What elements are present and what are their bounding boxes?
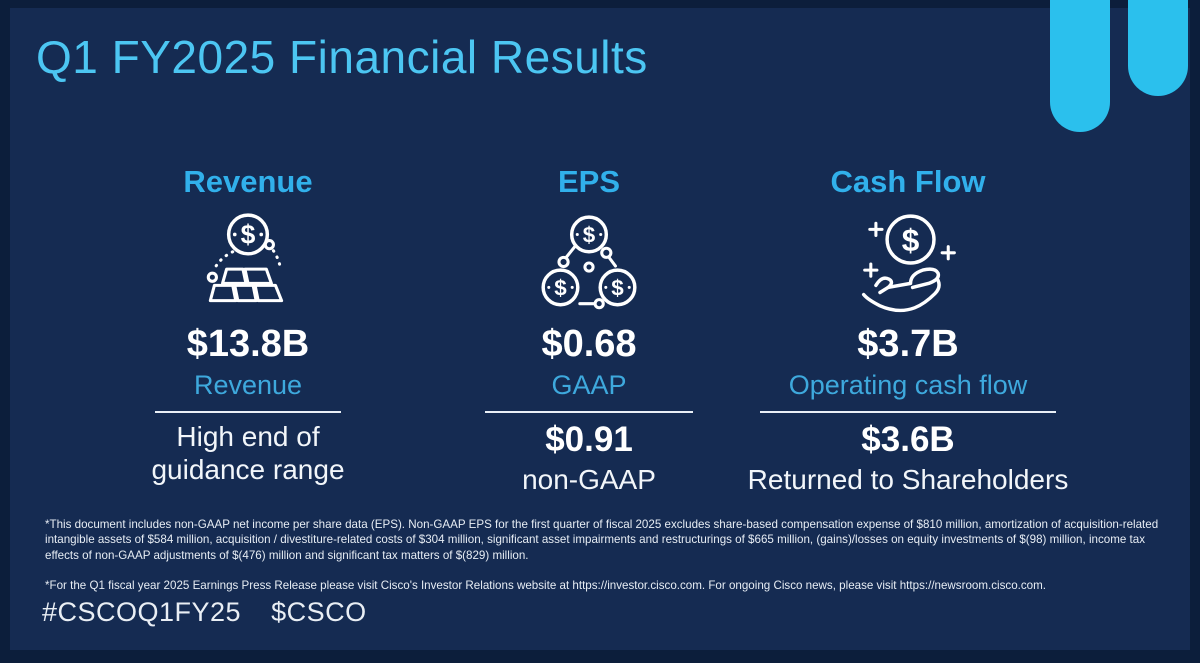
revenue-column: Revenue $ $13.8B Revenue High end of gui… [123, 163, 373, 487]
hand-coin-sparkle-icon: $ [708, 208, 1108, 320]
cash-flow-secondary-value: $3.6B [861, 419, 955, 459]
coins-network-icon: $ $ $ [464, 208, 714, 320]
svg-text:$: $ [583, 223, 596, 248]
coins-network-svg: $ $ $ [541, 215, 637, 310]
cash-flow-secondary-caption: Returned to Shareholders [747, 463, 1069, 495]
brand-bar-tall [1050, 0, 1110, 132]
eps-value-label: GAAP [551, 370, 627, 401]
eps-secondary-caption: non-GAAP [522, 463, 656, 495]
gold-bars-coin-icon: $ [123, 208, 373, 320]
svg-text:$: $ [554, 276, 567, 301]
eps-value: $0.68 [541, 323, 637, 366]
slide-canvas [10, 8, 1190, 650]
hashtag: #CSCOQ1FY25 [42, 597, 242, 627]
brand-bar-short [1128, 0, 1188, 96]
cash-flow-divider [760, 410, 1056, 413]
revenue-value: $13.8B [186, 323, 310, 366]
revenue-header: Revenue [183, 164, 313, 199]
cash-flow-value-label: Operating cash flow [788, 370, 1028, 401]
page-title: Q1 FY2025 Financial Results [36, 31, 648, 83]
eps-divider [485, 410, 693, 413]
revenue-value-label: Revenue [193, 370, 303, 401]
social-tags: #CSCOQ1FY25 $CSCO [42, 597, 367, 628]
footnote-press-release: *For the Q1 fiscal year 2025 Earnings Pr… [45, 579, 1046, 593]
revenue-divider [155, 410, 341, 413]
svg-text:$: $ [902, 222, 920, 258]
gold-bars-coin-svg: $ [206, 213, 284, 303]
cash-flow-column: Cash Flow $ $3.7B Operating cash flow $3… [708, 163, 1108, 496]
hand-coin-sparkle-svg: $ [861, 214, 956, 313]
revenue-secondary-caption: High end of guidance range [151, 420, 345, 486]
footnote-non-gaap: *This document includes non-GAAP net inc… [45, 518, 1159, 562]
eps-header: EPS [557, 164, 621, 199]
svg-text:$: $ [241, 220, 256, 250]
cash-flow-header: Cash Flow [830, 164, 986, 199]
eps-secondary-value: $0.91 [545, 419, 633, 459]
eps-column: EPS $ $ $ $0.68 GAAP $0.91 non-GAAP [464, 163, 714, 496]
svg-text:$: $ [611, 276, 624, 301]
footnotes: *This document includes non-GAAP net inc… [45, 517, 1165, 594]
cash-flow-value: $3.7B [857, 323, 959, 366]
cashtag: $CSCO [271, 597, 367, 627]
